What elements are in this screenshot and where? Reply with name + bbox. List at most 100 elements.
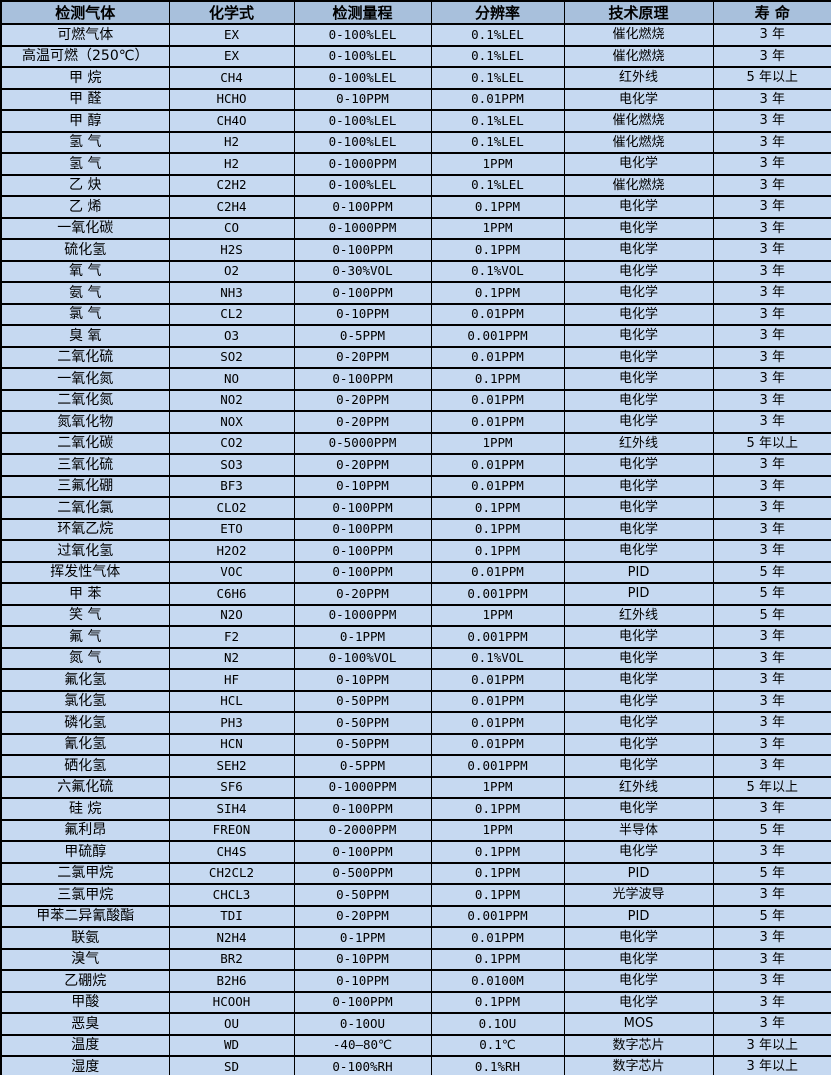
cell-principle: 催化燃烧: [563, 44, 714, 68]
cell-formula: N2O: [168, 603, 295, 627]
cell-principle: 电化学: [563, 453, 714, 477]
table-row: 甲硫醇 CH4S 0-100PPM 0.1PPM 电化学 3 年: [0, 840, 831, 864]
cell-range: 0-100PPM: [293, 539, 432, 563]
cell-gas-name: 挥发性气体: [0, 560, 170, 584]
cell-range: 0-1PPM: [293, 926, 432, 950]
cell-lifespan: 3 年: [712, 410, 831, 434]
cell-gas-name: 硫化氢: [0, 238, 170, 262]
table-row: 氢 气 H2 0-100%LEL 0.1%LEL 催化燃烧 3 年: [0, 130, 831, 154]
cell-formula: CH4S: [168, 840, 295, 864]
cell-resolution: 0.1%LEL: [430, 23, 565, 47]
cell-gas-name: 硅 烷: [0, 797, 170, 821]
column-header-gas: 检测气体: [0, 0, 170, 25]
header-row: 检测气体 化学式 检测量程 分辨率 技术原理 寿 命: [0, 0, 831, 25]
cell-principle: 催化燃烧: [563, 109, 714, 133]
cell-principle: 红外线: [563, 775, 714, 799]
cell-range: -40—80℃: [293, 1033, 432, 1057]
table-body: 可燃气体 EX 0-100%LEL 0.1%LEL 催化燃烧 3 年高温可燃（250℃） E…: [0, 23, 831, 1075]
cell-resolution: 0.01PPM: [430, 732, 565, 756]
cell-resolution: 1PPM: [430, 431, 565, 455]
column-header-range: 检测量程: [293, 0, 432, 25]
cell-gas-name: 氢 气: [0, 130, 170, 154]
cell-lifespan: 3 年: [712, 216, 831, 240]
cell-gas-name: 乙硼烷: [0, 969, 170, 993]
cell-gas-name: 氯 气: [0, 302, 170, 326]
table-row: 二氧化氯 CLO2 0-100PPM 0.1PPM 电化学 3 年: [0, 496, 831, 520]
table-row: 氨 气 NH3 0-100PPM 0.1PPM 电化学 3 年: [0, 281, 831, 305]
cell-principle: 电化学: [563, 195, 714, 219]
table-row: 联氨 N2H4 0-1PPM 0.01PPM 电化学 3 年: [0, 926, 831, 950]
cell-lifespan: 3 年: [712, 668, 831, 692]
cell-formula: VOC: [168, 560, 295, 584]
table-row: 甲 醛 HCHO 0-10PPM 0.01PPM 电化学 3 年: [0, 87, 831, 111]
cell-lifespan: 3 年: [712, 152, 831, 176]
cell-formula: SEH2: [168, 754, 295, 778]
column-header-formula: 化学式: [168, 0, 295, 25]
cell-formula: ETO: [168, 517, 295, 541]
cell-formula: EX: [168, 44, 295, 68]
cell-principle: 电化学: [563, 926, 714, 950]
cell-gas-name: 磷化氢: [0, 711, 170, 735]
cell-principle: 电化学: [563, 990, 714, 1014]
table-row: 过氧化氢 H2O2 0-100PPM 0.1PPM 电化学 3 年: [0, 539, 831, 563]
cell-gas-name: 氨 气: [0, 281, 170, 305]
table-row: 硅 烷 SIH4 0-100PPM 0.1PPM 电化学 3 年: [0, 797, 831, 821]
cell-range: 0-100%LEL: [293, 66, 432, 90]
cell-resolution: 0.1%LEL: [430, 66, 565, 90]
cell-lifespan: 3 年: [712, 130, 831, 154]
cell-gas-name: 乙 炔: [0, 173, 170, 197]
column-header-principle: 技术原理: [563, 0, 714, 25]
table-row: 氟化氢 HF 0-10PPM 0.01PPM 电化学 3 年: [0, 668, 831, 692]
cell-principle: 电化学: [563, 732, 714, 756]
cell-principle: 电化学: [563, 754, 714, 778]
cell-resolution: 0.1℃: [430, 1033, 565, 1057]
cell-formula: H2S: [168, 238, 295, 262]
cell-resolution: 0.1PPM: [430, 883, 565, 907]
cell-principle: PID: [563, 560, 714, 584]
cell-range: 0-50PPM: [293, 711, 432, 735]
cell-gas-name: 一氧化碳: [0, 216, 170, 240]
cell-lifespan: 3 年: [712, 711, 831, 735]
table-row: 乙硼烷 B2H6 0-10PPM 0.0100M 电化学 3 年: [0, 969, 831, 993]
table-row: 二氯甲烷 CH2CL2 0-500PPM 0.1PPM PID 5 年: [0, 861, 831, 885]
cell-formula: H2: [168, 152, 295, 176]
cell-resolution: 0.01PPM: [430, 560, 565, 584]
cell-range: 0-20PPM: [293, 345, 432, 369]
table-row: 二氧化氮 NO2 0-20PPM 0.01PPM 电化学 3 年: [0, 388, 831, 412]
cell-lifespan: 3 年以上: [712, 1055, 831, 1075]
cell-gas-name: 甲 醛: [0, 87, 170, 111]
cell-lifespan: 5 年: [712, 582, 831, 606]
cell-range: 0-20PPM: [293, 410, 432, 434]
cell-formula: NH3: [168, 281, 295, 305]
cell-formula: CO2: [168, 431, 295, 455]
cell-formula: SIH4: [168, 797, 295, 821]
cell-formula: HF: [168, 668, 295, 692]
table-row: 氢 气 H2 0-1000PPM 1PPM 电化学 3 年: [0, 152, 831, 176]
cell-formula: PH3: [168, 711, 295, 735]
cell-principle: 电化学: [563, 711, 714, 735]
cell-principle: 催化燃烧: [563, 173, 714, 197]
cell-lifespan: 3 年: [712, 732, 831, 756]
cell-principle: 电化学: [563, 689, 714, 713]
table-row: 三氯甲烷 CHCL3 0-50PPM 0.1PPM 光学波导 3 年: [0, 883, 831, 907]
table-row: 乙 炔 C2H2 0-100%LEL 0.1%LEL 催化燃烧 3 年: [0, 173, 831, 197]
cell-lifespan: 3 年: [712, 281, 831, 305]
table-row: 硫化氢 H2S 0-100PPM 0.1PPM 电化学 3 年: [0, 238, 831, 262]
cell-resolution: 0.0100M: [430, 969, 565, 993]
table-row: 磷化氢 PH3 0-50PPM 0.01PPM 电化学 3 年: [0, 711, 831, 735]
cell-lifespan: 3 年: [712, 625, 831, 649]
cell-gas-name: 笑 气: [0, 603, 170, 627]
cell-formula: H2: [168, 130, 295, 154]
cell-lifespan: 3 年: [712, 324, 831, 348]
cell-lifespan: 3 年: [712, 474, 831, 498]
cell-gas-name: 甲 醇: [0, 109, 170, 133]
cell-formula: EX: [168, 23, 295, 47]
cell-principle: 电化学: [563, 646, 714, 670]
cell-principle: 数字芯片: [563, 1055, 714, 1075]
cell-principle: 电化学: [563, 302, 714, 326]
cell-resolution: 1PPM: [430, 818, 565, 842]
cell-resolution: 0.001PPM: [430, 324, 565, 348]
cell-range: 0-100PPM: [293, 367, 432, 391]
cell-resolution: 0.01PPM: [430, 302, 565, 326]
